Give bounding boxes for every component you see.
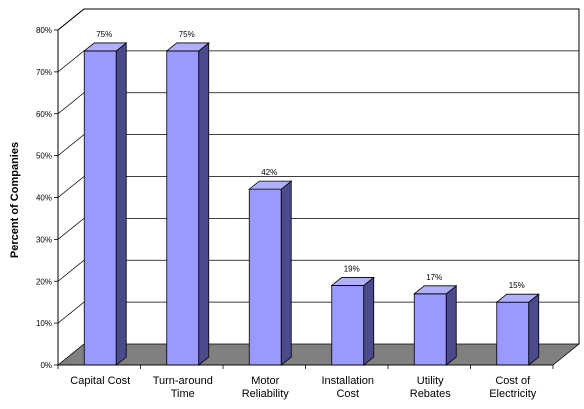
x-tick-label: Cost of Electricity (489, 375, 537, 400)
x-tick-label: Capital Cost (70, 375, 130, 387)
data-label: 15% (509, 281, 525, 290)
bar-front (166, 50, 200, 366)
gridline (57, 50, 579, 73)
y-tick-label: 30% (36, 235, 52, 244)
y-tick-label: 40% (36, 194, 52, 203)
y-tick-label: 50% (36, 152, 52, 161)
bar-side (363, 276, 375, 366)
bar-top (495, 293, 540, 303)
bar-top (413, 285, 458, 295)
bar-side (445, 284, 457, 366)
bar-top (165, 42, 210, 52)
bar-front (248, 188, 282, 366)
y-tick-label: 10% (36, 319, 52, 328)
data-label: 42% (261, 168, 277, 177)
data-label: 75% (96, 30, 112, 39)
data-label: 17% (426, 273, 442, 282)
bar-side (115, 42, 127, 366)
y-tick-label: 70% (36, 68, 52, 77)
bar-top (83, 42, 128, 52)
y-axis: 0% 10% 20% 30% 40% 50% 60% 70% 80% (36, 26, 58, 370)
bar (248, 180, 293, 366)
y-tick-label: 60% (36, 110, 52, 119)
gridline (57, 134, 579, 156)
gridline (57, 8, 579, 31)
gridline (57, 259, 579, 282)
bar-front (413, 293, 447, 366)
data-labels: 75% 75% 42% 19% 17% 15% (96, 30, 525, 290)
x-tick-label: Motor Reliability (242, 375, 290, 400)
gridline (57, 92, 579, 115)
gridline (57, 176, 579, 198)
bar-top (330, 277, 375, 286)
bar-front (331, 285, 365, 366)
x-axis: Capital Cost Turn-around Time Motor Reliabil… (57, 364, 554, 400)
y-tick-label: 0% (40, 361, 52, 370)
bars (83, 42, 540, 366)
y-tick-label: 80% (36, 26, 52, 35)
gridlines (57, 8, 579, 324)
bar-side (198, 42, 210, 366)
x-tick-label: Turn-around Time (153, 375, 213, 400)
data-label: 75% (179, 30, 195, 39)
bar-side (528, 293, 540, 366)
bar-front (83, 50, 117, 366)
bar-front (496, 301, 530, 366)
bar-top (248, 180, 293, 190)
bar-side (280, 180, 292, 366)
gridline (57, 217, 579, 240)
x-tick-label: Installation Cost (321, 375, 374, 400)
bar (165, 42, 210, 366)
bar (495, 293, 540, 366)
bar (413, 284, 458, 366)
y-axis-title: Percent of Companies (9, 142, 21, 258)
bar (83, 42, 128, 366)
data-label: 19% (344, 264, 360, 273)
bar (330, 276, 375, 366)
x-tick-label: Utility Rebates (410, 375, 451, 400)
y-tick-label: 20% (36, 277, 52, 286)
